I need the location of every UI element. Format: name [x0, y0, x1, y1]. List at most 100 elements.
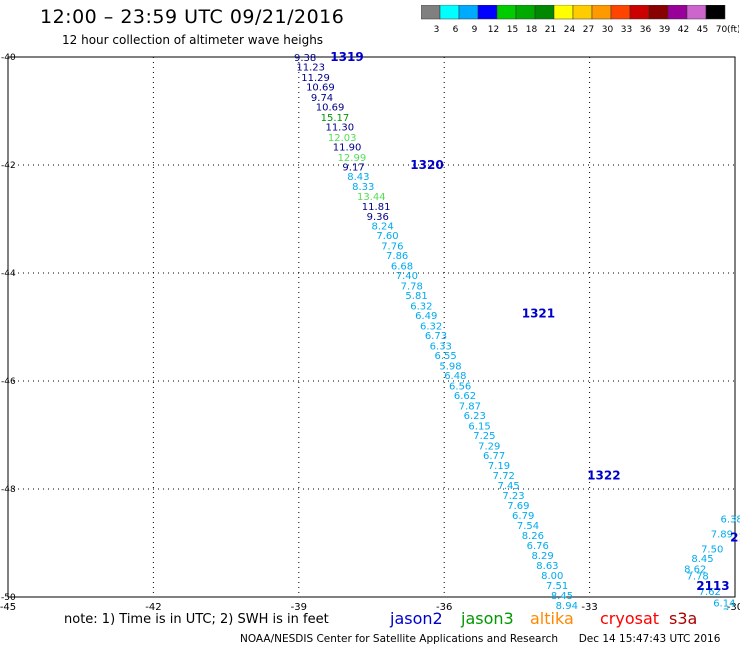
swh-value: 8.29	[531, 551, 553, 562]
swh-value: 7.51	[546, 581, 568, 592]
legend-s3a: s3a	[669, 609, 698, 628]
colorbar-tick-label: 70	[716, 25, 728, 35]
legend-altika: altika	[530, 609, 574, 628]
wave-height-map: -45 -42 -39 -36 -33 -30 -40 -42 -44 -46 -48 -50 9.38…	[0, 50, 740, 610]
pass-number-label: 1320	[410, 158, 443, 172]
pass-number-label: 21	[730, 531, 740, 545]
swh-value: 6.32	[410, 301, 432, 312]
colorbar-tick-label: 15	[507, 25, 518, 35]
y-tick-label: -50	[1, 593, 16, 603]
swh-value: 6.76	[527, 541, 549, 552]
swh-value: 6.15	[468, 421, 490, 432]
swh-value: 6.48	[444, 371, 466, 382]
swh-value: 7.62	[699, 587, 721, 598]
colorbar-unit-label: (ft)	[727, 25, 739, 35]
legend-jason2: jason2	[390, 609, 443, 628]
note-row: note: 1) Time is in UTC; 2) SWH is in fe…	[64, 612, 329, 627]
swh-value: 11.23	[296, 63, 325, 74]
swh-value: 7.87	[459, 401, 481, 412]
swh-value: 7.	[723, 608, 733, 610]
swh-value: 10.69	[306, 83, 335, 94]
colorbar-tick-label: 33	[621, 25, 632, 35]
y-tick-label: -40	[1, 53, 16, 63]
swh-value: 8.62	[684, 564, 706, 575]
y-tick-label: -42	[1, 161, 16, 171]
swh-value: 9.38	[294, 53, 316, 64]
swh-value: 6.68	[391, 261, 413, 272]
colorbar-tick-label: 21	[545, 25, 556, 35]
swh-value: 7.60	[376, 231, 398, 242]
swh-value: 10.69	[316, 103, 345, 114]
y-tick-label: -44	[1, 269, 16, 279]
swh-value: 6.14	[713, 598, 735, 609]
colorbar-tick-label: 39	[659, 25, 671, 35]
pass-number-label: 1322	[587, 469, 620, 483]
pass-number-label: 1319	[330, 50, 363, 64]
colorbar-tick-label: 6	[453, 25, 459, 35]
swh-value: 7.78	[401, 281, 423, 292]
plot-frame	[7, 56, 736, 598]
swh-value: 11.30	[325, 123, 354, 134]
swh-value: 7.69	[507, 501, 529, 512]
swh-value: 6.79	[512, 511, 534, 522]
swh-value: 12.99	[338, 153, 367, 164]
swh-value: 9.74	[311, 93, 333, 104]
legend-cryosat: cryosat	[600, 609, 660, 628]
swh-value: 9.17	[342, 163, 364, 174]
swh-value: 7.89	[711, 529, 733, 540]
swh-value: 7.54	[517, 521, 539, 532]
units-note: note: 1) Time is in UTC; 2) SWH is in fe…	[64, 612, 329, 627]
swh-value: 7.72	[493, 471, 515, 482]
x-tick-label: -30	[727, 602, 740, 610]
swh-value: 6.32	[420, 321, 442, 332]
swh-value: 7.23	[502, 491, 524, 502]
swh-value: 7.86	[386, 251, 408, 262]
swh-value: 6.49	[415, 311, 437, 322]
swh-value: 8.45	[551, 591, 573, 602]
x-tick-label: -45	[0, 602, 16, 610]
x-tick-label: -33	[581, 602, 597, 610]
swh-value: 7.19	[488, 461, 510, 472]
colorbar-tick-label: 27	[583, 25, 594, 35]
swh-value: 7.40	[396, 271, 418, 282]
colorbar-tick-label: 36	[640, 25, 652, 35]
chart-title: 12:00 – 23:59 UTC 09/21/2016	[40, 6, 345, 28]
colorbar-tick-label: 18	[526, 25, 538, 35]
swh-value: 8.63	[536, 561, 558, 572]
swh-value: 8.33	[352, 182, 374, 193]
swh-value: 6.73	[425, 331, 447, 342]
swh-value: 6.55	[435, 351, 457, 362]
swh-value: 13.44	[357, 192, 386, 203]
swh-value: 6.77	[483, 451, 505, 462]
pass-number-label: 1321	[522, 307, 555, 321]
swh-value: 7.76	[381, 241, 403, 252]
colorbar-tick-label: 3	[434, 25, 440, 35]
y-tick-label: -46	[1, 377, 16, 387]
footer-credit: NOAA/NESDIS Center for Satellite Applica…	[240, 633, 558, 645]
swh-value: 6.38	[720, 515, 740, 526]
colorbar-tick-label: 45	[697, 25, 708, 35]
swh-value: 7.50	[701, 544, 723, 555]
colorbar-tick-label: 9	[472, 25, 478, 35]
y-tick-label: -48	[1, 485, 16, 495]
swh-value: 8.26	[522, 531, 544, 542]
swh-value: 5.98	[439, 361, 461, 372]
x-tick-label: -42	[145, 602, 161, 610]
swh-value: 7.25	[473, 431, 495, 442]
colorbar-tick-label: 24	[564, 25, 576, 35]
colorbar-swatch	[705, 5, 726, 20]
swh-value: 7.45	[498, 481, 520, 492]
x-tick-label: -36	[436, 602, 452, 610]
swh-value: 15.17	[321, 113, 350, 124]
swh-value: 7.78	[687, 571, 709, 582]
colorbar-tick-label: 42	[678, 25, 689, 35]
swh-value: 8.00	[541, 571, 563, 582]
legend-jason3: jason3	[461, 609, 514, 628]
swh-value: 11.90	[333, 143, 362, 154]
colorbar-tick-label: 30	[602, 25, 614, 35]
swh-value: 6.56	[449, 381, 471, 392]
colorbar-tick-label: 12	[488, 25, 499, 35]
swh-value: 5.81	[405, 291, 427, 302]
swh-value: 7.29	[478, 441, 500, 452]
